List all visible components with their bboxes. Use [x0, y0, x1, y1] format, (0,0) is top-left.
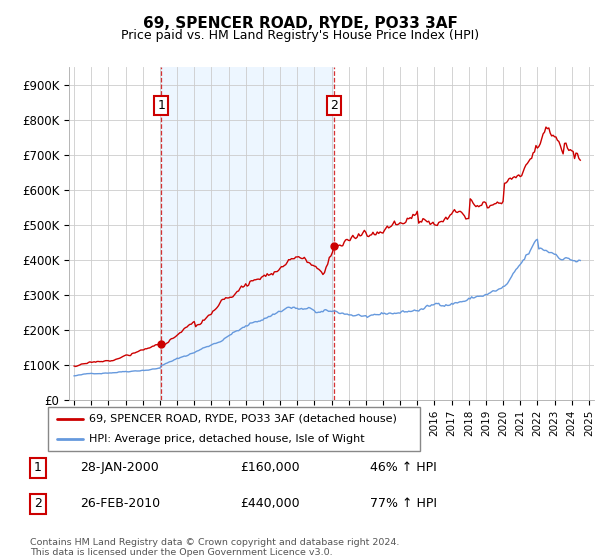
Text: 1: 1	[34, 461, 42, 474]
Text: 2: 2	[34, 497, 42, 510]
FancyBboxPatch shape	[48, 407, 420, 451]
Text: 28-JAN-2000: 28-JAN-2000	[80, 461, 159, 474]
Text: HPI: Average price, detached house, Isle of Wight: HPI: Average price, detached house, Isle…	[89, 434, 365, 444]
Text: Contains HM Land Registry data © Crown copyright and database right 2024.
This d: Contains HM Land Registry data © Crown c…	[30, 538, 400, 557]
Text: £440,000: £440,000	[240, 497, 299, 510]
Bar	[161, 67, 334, 400]
Text: 1: 1	[157, 99, 165, 113]
Text: 26-FEB-2010: 26-FEB-2010	[80, 497, 160, 510]
Text: Price paid vs. HM Land Registry's House Price Index (HPI): Price paid vs. HM Land Registry's House …	[121, 29, 479, 42]
Text: 46% ↑ HPI: 46% ↑ HPI	[370, 461, 437, 474]
Text: 69, SPENCER ROAD, RYDE, PO33 3AF: 69, SPENCER ROAD, RYDE, PO33 3AF	[143, 16, 457, 31]
Text: 77% ↑ HPI: 77% ↑ HPI	[370, 497, 437, 510]
Text: 69, SPENCER ROAD, RYDE, PO33 3AF (detached house): 69, SPENCER ROAD, RYDE, PO33 3AF (detach…	[89, 414, 397, 424]
Text: £160,000: £160,000	[240, 461, 299, 474]
Text: 2: 2	[330, 99, 338, 113]
